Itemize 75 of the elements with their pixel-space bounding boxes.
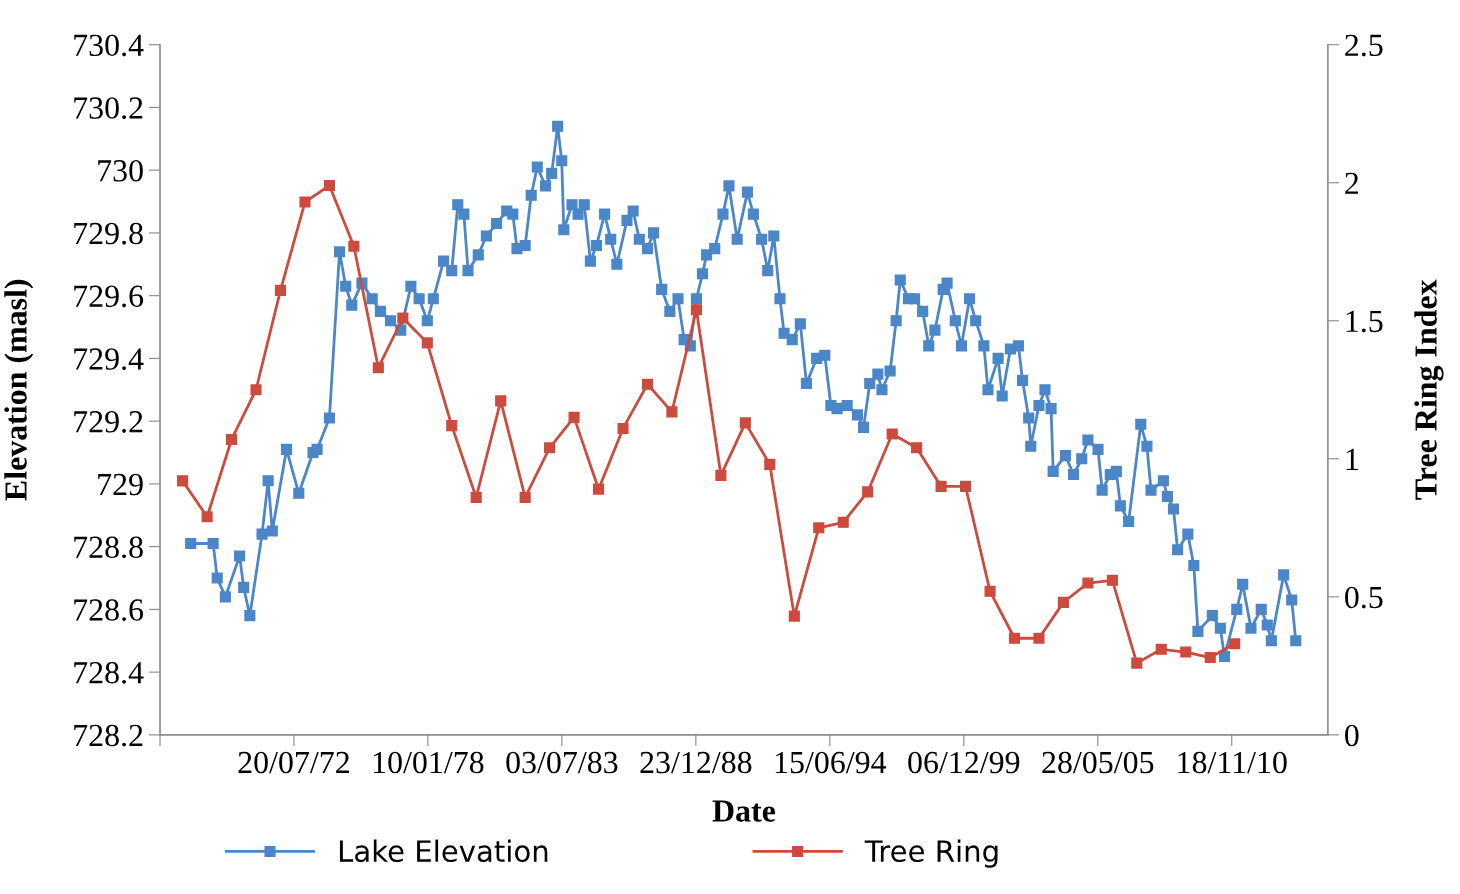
- point: [323, 179, 335, 192]
- y2-tick-label: 0: [1345, 724, 1359, 747]
- point: [397, 312, 409, 324]
- point: [715, 469, 727, 481]
- point: [495, 395, 507, 407]
- point: [617, 422, 629, 434]
- point: [372, 362, 384, 374]
- y2-tick-label: 2: [1345, 172, 1359, 194]
- y2-tick-label: 1: [1346, 448, 1358, 470]
- point: [519, 491, 531, 504]
- point: [1033, 632, 1045, 644]
- y-tick-label: 730.2: [74, 97, 143, 119]
- y-tick-label: 729.2: [74, 411, 143, 433]
- point: [1131, 657, 1143, 669]
- point: [470, 491, 482, 504]
- y-tick-label: 730: [98, 160, 143, 182]
- point: [837, 516, 849, 528]
- point: [911, 442, 923, 454]
- point: [984, 585, 996, 597]
- point: [1082, 577, 1094, 589]
- y2-axis-title: Tree Ring Index: [1414, 279, 1444, 500]
- point: [446, 420, 458, 432]
- point: [739, 417, 751, 429]
- point: [421, 337, 433, 349]
- point: [201, 511, 213, 523]
- point: [959, 480, 972, 492]
- x-tick-label: 15/06/94: [775, 751, 887, 774]
- point: [177, 475, 189, 487]
- y-tick-label: 729.4: [74, 348, 144, 370]
- point: [1180, 646, 1192, 658]
- point: [274, 284, 287, 296]
- x-tick-label: 28/05/05: [1042, 751, 1154, 774]
- point: [593, 483, 605, 495]
- point: [568, 411, 580, 423]
- y2-tick-label: 2.5: [1345, 34, 1383, 57]
- point: [935, 480, 947, 492]
- point: [764, 458, 776, 470]
- point: [813, 522, 825, 534]
- x-axis-title: Date: [712, 800, 776, 822]
- point: [641, 378, 654, 390]
- y-tick-label: 728.6: [74, 599, 144, 621]
- y2-tick-label: 1.5: [1346, 310, 1383, 333]
- y2-tick-label: 0.5: [1345, 586, 1383, 609]
- point: [348, 240, 360, 252]
- point: [886, 428, 898, 440]
- y-tick-label: 729.6: [74, 285, 144, 308]
- point: [788, 610, 800, 622]
- x-tick-label: 10/01/78: [373, 751, 484, 774]
- point: [1229, 638, 1241, 650]
- legend-label: Tree Ring: [864, 839, 998, 868]
- y-axis-title: Elevation (masl): [4, 279, 34, 501]
- point: [1057, 596, 1069, 608]
- point: [299, 196, 311, 208]
- point: [1106, 574, 1118, 586]
- point: [544, 442, 556, 454]
- x-tick-label: 18/11/10: [1178, 751, 1287, 774]
- x-tick-label: 20/07/72: [238, 751, 349, 774]
- legend-label: Lake Elevation: [339, 839, 548, 863]
- x-tick-label: 23/12/88: [640, 751, 752, 774]
- y-tick-label: 730.4: [74, 34, 144, 57]
- y-tick-label: 729.8: [74, 222, 143, 245]
- point: [226, 433, 238, 446]
- point: [666, 406, 678, 418]
- point: [1204, 652, 1216, 664]
- point: [250, 384, 262, 396]
- y-tick-label: 728.4: [74, 661, 144, 684]
- point: [862, 486, 874, 498]
- x-tick-label: 03/07/83: [506, 751, 618, 774]
- point: [690, 304, 703, 316]
- y-tick-label: 728.8: [74, 536, 143, 559]
- x-tick-label: 06/12/99: [908, 751, 1020, 774]
- y-tick-label: 728.2: [74, 724, 143, 747]
- point: [1008, 632, 1021, 644]
- y-tick-label: 729: [98, 473, 143, 496]
- point: [1155, 643, 1167, 655]
